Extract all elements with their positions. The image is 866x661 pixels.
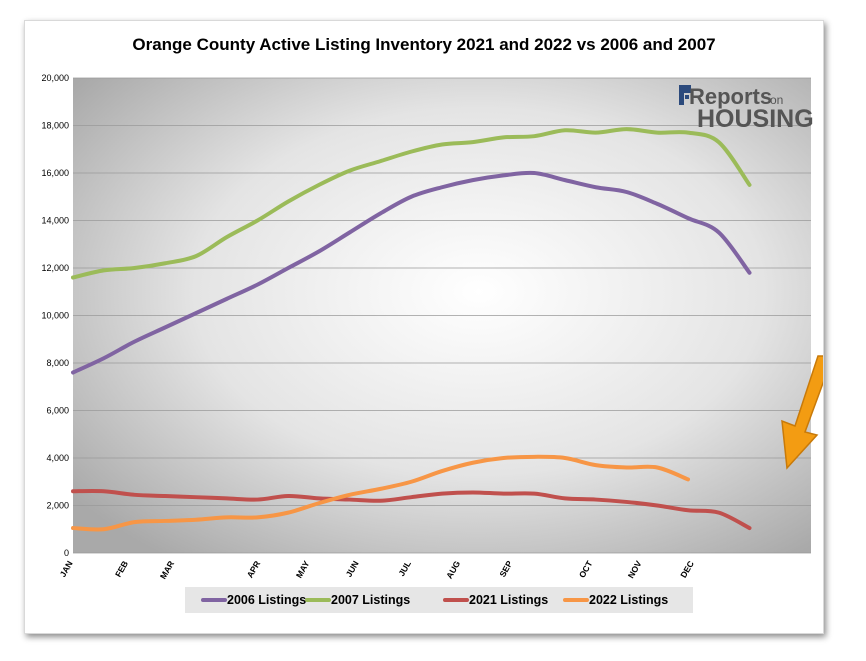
legend: 2006 Listings 2007 Listings 2021 Listings 2…	[185, 587, 693, 613]
y-tick-label: 4,000	[46, 453, 69, 463]
x-tick-label: MAY	[294, 559, 312, 580]
logo-brand-big: HOUSING	[697, 105, 814, 133]
y-tick-label: 16,000	[41, 168, 69, 178]
house-key-icon	[679, 85, 691, 105]
x-tick-label: JAN	[58, 559, 75, 579]
y-tick-label: 2,000	[46, 501, 69, 511]
series-line-2022-listings	[71, 454, 690, 532]
x-tick-label: OCT	[577, 558, 595, 579]
callout-arrow	[781, 355, 823, 470]
logo-brand-small: Reports	[689, 84, 772, 109]
x-tick-label: APR	[245, 559, 263, 580]
series-line-2006-listings	[71, 170, 752, 375]
x-tick-label: JUL	[396, 559, 413, 578]
legend-label: 2007 Listings	[331, 593, 410, 607]
y-tick-label: 10,000	[41, 311, 69, 321]
legend-box	[185, 587, 693, 613]
x-tick-label: AUG	[444, 559, 462, 581]
x-tick-label: SEP	[497, 559, 514, 579]
line-chart: 20,000 18,000 16,000 14,000 12,000 10,000 8,00…	[41, 73, 823, 613]
series-line-2007-listings	[71, 127, 752, 280]
reports-on-housing-logo: Reports on HOUSING	[679, 84, 814, 133]
x-tick-label: MAR	[158, 559, 176, 581]
legend-label: 2006 Listings	[227, 593, 306, 607]
x-tick-label: NOV	[626, 559, 644, 580]
x-tick-label: DEC	[678, 559, 696, 580]
series-lines	[71, 127, 752, 532]
y-tick-label: 0	[64, 548, 69, 558]
y-tick-label: 14,000	[41, 216, 69, 226]
x-axis-ticks: JAN FEB MAR APR MAY JUN JUL AUG SEP OCT NOV DEC	[58, 558, 696, 580]
chart-title: Orange County Active Listing Inventory 2…	[132, 35, 716, 54]
y-tick-label: 6,000	[46, 406, 69, 416]
x-tick-label: JUN	[344, 559, 361, 579]
y-axis-ticks: 20,000 18,000 16,000 14,000 12,000 10,000 8,00…	[41, 73, 69, 558]
x-tick-label: FEB	[113, 559, 130, 579]
series-line-2021-listings	[71, 488, 752, 531]
y-tick-label: 12,000	[41, 263, 69, 273]
chart-frame: Orange County Active Listing Inventory 2…	[24, 20, 824, 634]
logo-brand-on: on	[770, 93, 783, 107]
legend-label: 2022 Listings	[589, 593, 668, 607]
y-tick-label: 18,000	[41, 121, 69, 131]
gridlines	[73, 77, 811, 554]
y-tick-label: 20,000	[41, 73, 69, 83]
y-tick-label: 8,000	[46, 358, 69, 368]
legend-label: 2021 Listings	[469, 593, 548, 607]
